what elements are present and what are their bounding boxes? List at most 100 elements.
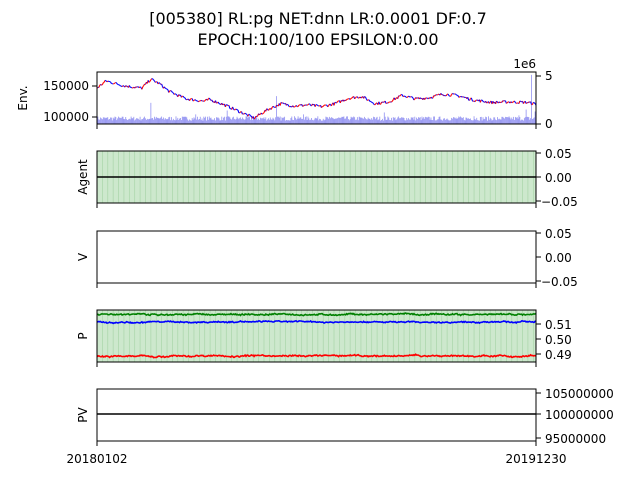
price-segment: [522, 101, 525, 104]
price-segment: [330, 103, 333, 107]
price-segment: [101, 84, 103, 86]
price-segment: [234, 108, 237, 111]
price-segment: [243, 112, 246, 115]
price-segment: [261, 113, 264, 115]
price-segment: [224, 104, 227, 108]
price-segment: [232, 106, 234, 110]
price-segment: [344, 99, 347, 102]
price-segment: [272, 105, 275, 108]
price-segment: [98, 85, 101, 88]
price-segment: [355, 96, 357, 98]
v-tick-0.00: 0.00: [545, 251, 572, 265]
price-segment: [525, 102, 528, 104]
price-segment: [222, 103, 224, 106]
price-segment: [287, 104, 290, 107]
price-segment: [533, 102, 536, 104]
price-segment: [424, 97, 427, 100]
price-segment: [109, 81, 112, 84]
price-segment: [372, 102, 374, 105]
price-segment: [233, 108, 235, 111]
price-segment: [474, 100, 477, 102]
price-segment: [499, 101, 502, 104]
price-segment: [128, 85, 131, 88]
price-segment: [527, 101, 530, 104]
price-segment: [267, 108, 270, 111]
price-segment: [314, 104, 317, 107]
price-segment: [479, 99, 482, 103]
price-segment: [309, 103, 312, 106]
price-segment: [427, 97, 429, 100]
price-segment: [512, 101, 514, 103]
price-segment: [413, 98, 416, 101]
price-segment: [259, 113, 261, 116]
price-segment: [528, 101, 530, 103]
price-segment: [514, 102, 517, 104]
price-segment: [498, 101, 501, 104]
price-segment: [206, 98, 209, 101]
price-segment: [408, 95, 410, 98]
price-segment: [132, 86, 135, 89]
price-segment: [351, 96, 354, 99]
price-segment: [115, 82, 118, 84]
price-segment: [253, 117, 256, 120]
price-segment: [419, 97, 422, 100]
pv-tick-100000000: 100000000: [545, 408, 614, 422]
price-segment: [193, 99, 196, 101]
pv-frame: [96, 388, 537, 442]
price-segment: [364, 96, 366, 98]
price-segment: [316, 104, 319, 106]
price-segment: [182, 95, 185, 98]
price-segment: [336, 101, 339, 104]
price-segment: [531, 102, 534, 105]
price-segment: [214, 100, 217, 104]
price-segment: [463, 96, 466, 99]
price-segment: [365, 98, 368, 101]
price-segment: [106, 80, 109, 83]
price-segment: [510, 101, 513, 104]
price-segment: [217, 101, 220, 104]
price-segment: [391, 100, 393, 103]
price-segment: [100, 84, 102, 86]
price-segment: [173, 93, 176, 95]
price-segment: [442, 94, 444, 96]
price-segment: [470, 97, 473, 101]
price-segment: [454, 93, 457, 96]
price-segment: [445, 94, 448, 97]
price-segment: [334, 101, 337, 104]
agent-panel: Agent 0.05 0.00 −0.05: [76, 147, 578, 209]
price-segment: [153, 80, 156, 83]
v-tick--0.05: −0.05: [541, 275, 578, 289]
price-segment: [262, 112, 265, 114]
price-segment: [270, 107, 273, 110]
agent-ylabel: Agent: [76, 159, 90, 195]
price-segment: [190, 98, 192, 100]
price-segment: [394, 98, 397, 101]
agent-tick-0.00: 0.00: [545, 171, 572, 185]
title-line-2: EPOCH:100/100 EPSILON:0.00: [197, 30, 438, 49]
price-segment: [174, 93, 177, 95]
price-segment: [501, 100, 504, 103]
price-segment: [385, 102, 388, 105]
env-left-tick-150000: 150000: [43, 79, 89, 93]
price-segment: [237, 109, 240, 113]
price-segment: [519, 100, 522, 102]
x-tick-start-date: 20180102: [66, 452, 127, 466]
price-segment: [111, 83, 114, 85]
price-segment: [475, 99, 478, 101]
price-segment: [349, 97, 352, 100]
pv-panel: PV 105000000 100000000 95000000 20180102…: [66, 387, 613, 466]
price-segment: [306, 104, 309, 106]
price-segment: [327, 105, 330, 108]
price-segment: [364, 96, 367, 99]
price-segment: [119, 84, 121, 87]
price-segment: [170, 90, 172, 92]
price-segment: [175, 93, 178, 96]
price-segment: [303, 104, 305, 107]
price-segment: [488, 101, 491, 104]
p-tick-0.51: 0.51: [545, 318, 572, 332]
price-segment: [380, 101, 383, 105]
v-tick-0.05: 0.05: [545, 227, 572, 241]
price-segment: [405, 96, 408, 99]
